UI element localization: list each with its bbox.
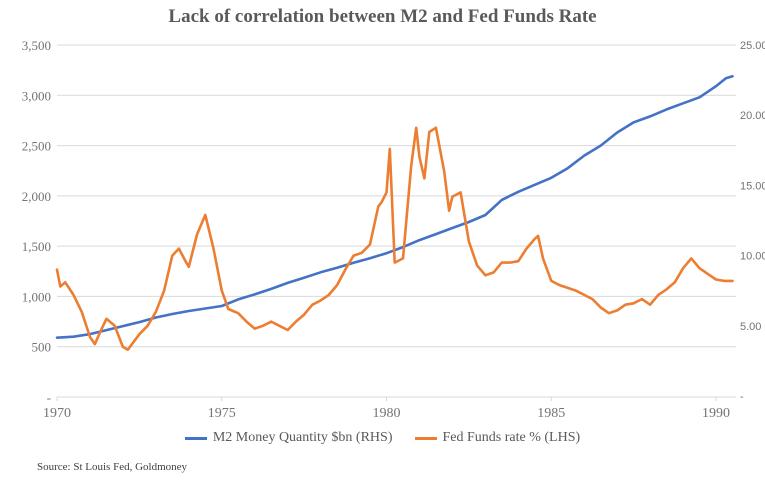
right-tick-label: 15.00	[740, 180, 765, 192]
left-axis-ticks: - 500 1,000 1,500 2,000 2,500 3,000 3,500	[22, 38, 51, 405]
left-tick-label: 1,500	[22, 239, 51, 254]
series-line-m2	[55, 74, 734, 340]
series-lines	[55, 74, 734, 352]
chart-title: Lack of correlation between M2 and Fed F…	[168, 6, 597, 27]
legend: M2 Money Quantity $bn (RHS) Fed Funds ra…	[0, 430, 765, 446]
left-tick-label: 500	[32, 340, 52, 355]
right-tick-label: 25.00	[740, 40, 765, 52]
x-tick-label: 1990	[702, 406, 730, 421]
left-tick-label: 1,000	[22, 289, 51, 304]
left-tick-label: 2,500	[22, 139, 51, 154]
legend-item-fedfunds: Fed Funds rate % (LHS)	[414, 430, 581, 446]
legend-swatch-m2	[184, 436, 207, 440]
left-tick-label: -	[47, 390, 51, 405]
right-tick-label: -	[740, 391, 744, 403]
legend-label-m2: M2 Money Quantity $bn (RHS)	[212, 430, 393, 445]
right-tick-label: 5.00	[740, 321, 761, 333]
left-tick-label: 3,000	[22, 88, 51, 103]
gridlines	[57, 44, 736, 348]
right-tick-label: 10.00	[740, 251, 765, 263]
left-tick-label: 2,000	[22, 189, 51, 204]
right-tick-label: 20.00	[740, 110, 765, 122]
left-tick-label: 3,500	[22, 38, 51, 53]
right-axis-ticks: - 5.00 10.00 15.00 20.00 25.00	[740, 40, 765, 403]
x-tick-label: 1980	[373, 406, 401, 421]
x-tick-label: 1970	[43, 406, 71, 421]
series-line-fedfunds	[55, 126, 734, 352]
x-tick-label: 1985	[537, 406, 565, 421]
source-note: Source: St Louis Fed, Goldmoney	[37, 461, 188, 473]
x-axis: 1970 1975 1980 1985 1990	[43, 396, 736, 421]
x-tick-label: 1975	[208, 406, 236, 421]
legend-label-fedfunds: Fed Funds rate % (LHS)	[442, 430, 581, 445]
legend-item-m2: M2 Money Quantity $bn (RHS)	[184, 430, 393, 446]
legend-swatch-fedfunds	[414, 436, 437, 440]
